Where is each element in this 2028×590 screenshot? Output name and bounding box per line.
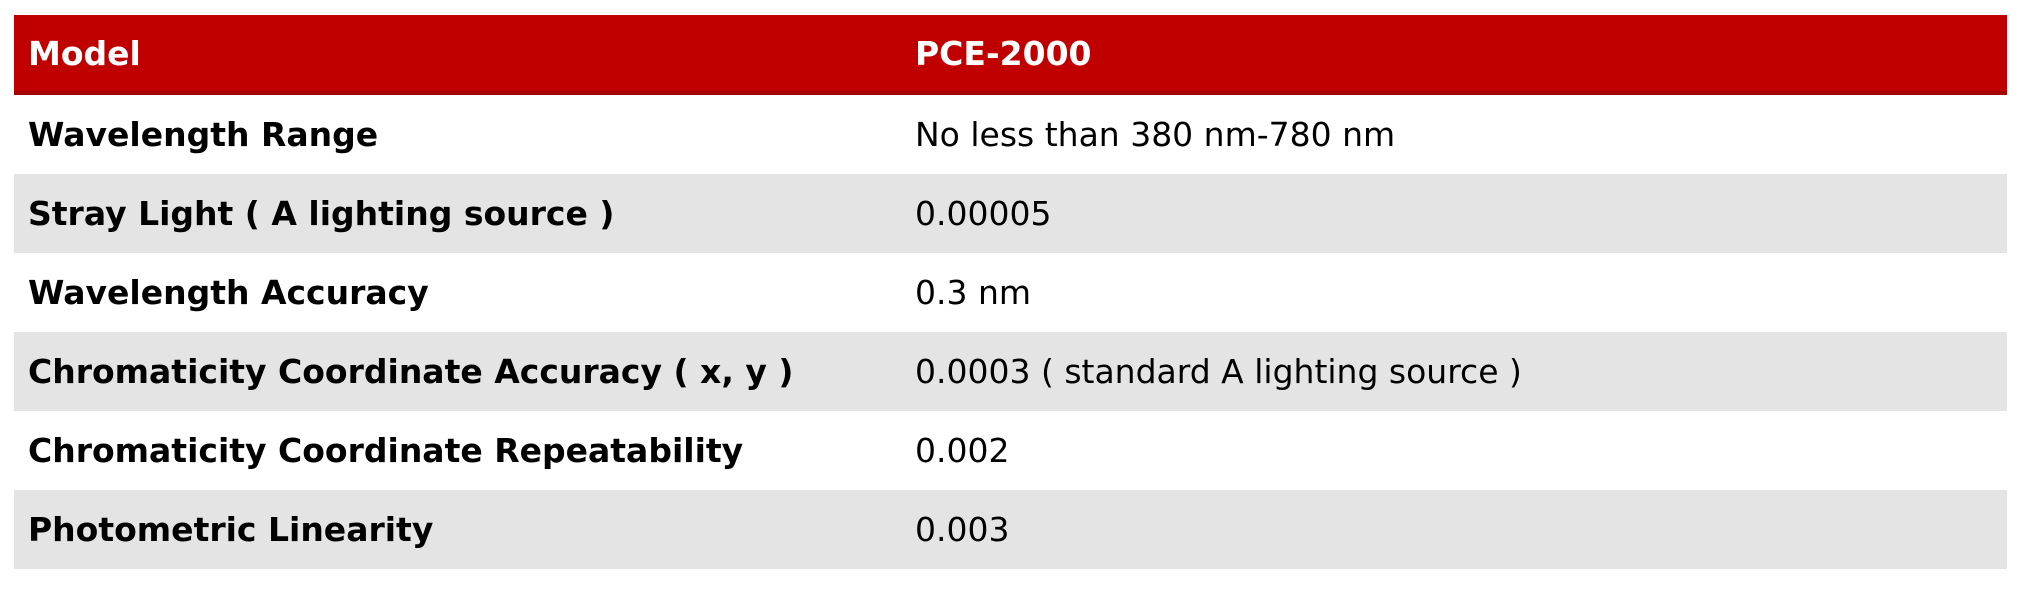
table-row: Wavelength Range No less than 380 nm-780…: [14, 95, 2007, 174]
spec-value-wavelength-range: No less than 380 nm-780 nm: [915, 115, 1396, 154]
spec-label-wavelength-accuracy: Wavelength Accuracy: [28, 273, 429, 312]
spec-value-wavelength-accuracy: 0.3 nm: [915, 273, 1032, 312]
spec-value-chromaticity-repeatability: 0.002: [915, 431, 1010, 470]
table-row: Chromaticity Coordinate Accuracy ( x, y …: [14, 332, 2007, 411]
spec-label-stray-light: Stray Light ( A lighting source ): [28, 194, 615, 233]
spec-value-stray-light: 0.00005: [915, 194, 1052, 233]
table-header-row: Model PCE-2000: [14, 15, 2007, 95]
spec-label-photometric-linearity: Photometric Linearity: [28, 510, 434, 549]
table-row: Photometric Linearity 0.003: [14, 490, 2007, 569]
spec-label-chromaticity-accuracy: Chromaticity Coordinate Accuracy ( x, y …: [28, 352, 794, 391]
spec-label-wavelength-range: Wavelength Range: [28, 115, 379, 154]
spec-label-chromaticity-repeatability: Chromaticity Coordinate Repeatability: [28, 431, 744, 470]
table-row: Chromaticity Coordinate Repeatability 0.…: [14, 411, 2007, 490]
table-row: Stray Light ( A lighting source ) 0.0000…: [14, 174, 2007, 253]
spec-value-photometric-linearity: 0.003: [915, 510, 1010, 549]
table-row: Wavelength Accuracy 0.3 nm: [14, 253, 2007, 332]
header-model-cell: Model: [28, 33, 141, 73]
spec-value-chromaticity-accuracy: 0.0003 ( standard A lighting source ): [915, 352, 1522, 391]
header-model-value-cell: PCE-2000: [915, 33, 1092, 73]
spec-table: Model PCE-2000 Wavelength Range No less …: [14, 15, 2007, 569]
